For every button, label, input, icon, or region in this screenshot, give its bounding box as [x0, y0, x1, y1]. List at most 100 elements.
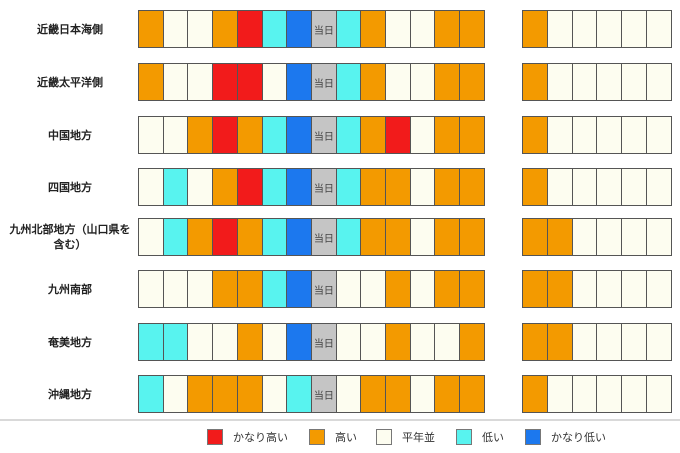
- today-cell: 当日: [310, 168, 337, 206]
- day-cell: [138, 375, 164, 413]
- day-cell: [261, 63, 288, 101]
- day-cell: [261, 168, 288, 206]
- extended-cell: [621, 270, 648, 308]
- day-cell: [212, 168, 239, 206]
- today-cell: 当日: [310, 63, 337, 101]
- day-cell: [434, 218, 461, 256]
- temperature-outlook-grid: 近畿日本海側 当日 近畿太平洋側 当日 中国地方 当日 四国地方 当日 九州北部地方（山口県を含…: [0, 10, 680, 413]
- region-row: 九州南部 当日: [0, 270, 680, 308]
- day-cell: [261, 375, 288, 413]
- day-cell: [360, 168, 387, 206]
- extended-cell: [646, 63, 672, 101]
- day-cell: [236, 168, 263, 206]
- day-cell: [138, 323, 164, 361]
- day-cell: [409, 375, 436, 413]
- day-cell: [385, 270, 411, 308]
- day-cell: [434, 63, 461, 101]
- extended-cell: [571, 63, 598, 101]
- day-cell: [236, 10, 263, 48]
- day-cell: [187, 168, 214, 206]
- day-cell: [261, 10, 288, 48]
- extended-cell: [596, 270, 623, 308]
- day-cell: [385, 168, 411, 206]
- day-cell: [162, 10, 189, 48]
- day-cell: [212, 218, 239, 256]
- day-cell: [360, 116, 387, 154]
- day-cell: [286, 375, 313, 413]
- day-cell: [187, 323, 214, 361]
- day-cell: [212, 116, 239, 154]
- day-cell: [286, 63, 313, 101]
- day-cell: [409, 270, 436, 308]
- day-cell: [434, 116, 461, 154]
- day-cell: [459, 168, 486, 206]
- day-cell: [360, 270, 387, 308]
- extended-cell: [522, 323, 548, 361]
- day-cell: [286, 323, 313, 361]
- region-label: 四国地方: [48, 180, 92, 194]
- day-cell: [261, 218, 288, 256]
- extended-cell: [571, 375, 598, 413]
- legend-label: 低い: [482, 431, 504, 444]
- extended-cell: [546, 323, 573, 361]
- day-cell: [459, 10, 486, 48]
- day-cell: [335, 10, 362, 48]
- extended-cell: [571, 168, 598, 206]
- extended-cell: [646, 270, 672, 308]
- day-cell: [385, 323, 411, 361]
- extended-cell: [621, 375, 648, 413]
- today-cell: 当日: [310, 375, 337, 413]
- day-cell: [434, 10, 461, 48]
- day-cell: [138, 270, 164, 308]
- extended-cell: [596, 323, 623, 361]
- region-row: 奄美地方 当日: [0, 323, 680, 361]
- legend-item: かなり低い: [525, 429, 606, 445]
- day-cell: [212, 63, 239, 101]
- extended-cell: [571, 116, 598, 154]
- extended-cell: [596, 375, 623, 413]
- day-cell: [162, 63, 189, 101]
- day-cell: [360, 323, 387, 361]
- region-label: 近畿日本海側: [37, 22, 103, 36]
- legend-label: かなり低い: [551, 431, 606, 444]
- legend: かなり高い 高い 平年並 低い かなり低い: [0, 424, 680, 450]
- day-cell: [335, 116, 362, 154]
- today-cell: 当日: [310, 116, 337, 154]
- legend-item: 平年並: [376, 429, 435, 445]
- day-cell: [286, 218, 313, 256]
- legend-label: かなり高い: [233, 431, 288, 444]
- day-cell: [187, 63, 214, 101]
- extended-cell: [621, 10, 648, 48]
- day-cell: [286, 168, 313, 206]
- day-cell: [187, 270, 214, 308]
- extended-cell: [522, 10, 548, 48]
- region-row: 四国地方 当日: [0, 168, 680, 206]
- day-cell: [459, 323, 486, 361]
- day-cell: [138, 168, 164, 206]
- extended-cell: [596, 10, 623, 48]
- day-cell: [138, 116, 164, 154]
- day-cell: [138, 218, 164, 256]
- day-cell: [162, 168, 189, 206]
- day-cell: [261, 116, 288, 154]
- extended-cell: [571, 218, 598, 256]
- today-cell: 当日: [310, 270, 337, 308]
- extended-cell: [522, 218, 548, 256]
- region-label: 中国地方: [48, 128, 92, 142]
- day-cell: [187, 218, 214, 256]
- day-cell: [212, 375, 239, 413]
- extended-cell: [596, 168, 623, 206]
- day-cell: [138, 10, 164, 48]
- day-cell: [385, 218, 411, 256]
- extended-cell: [522, 375, 548, 413]
- legend-item: 高い: [309, 429, 357, 445]
- extended-cell: [596, 63, 623, 101]
- extended-cell: [546, 10, 573, 48]
- legend-swatch: [207, 429, 223, 445]
- day-cell: [236, 270, 263, 308]
- extended-cell: [546, 63, 573, 101]
- extended-cell: [621, 116, 648, 154]
- region-row: 沖縄地方 当日: [0, 375, 680, 413]
- day-cell: [409, 116, 436, 154]
- extended-cell: [571, 10, 598, 48]
